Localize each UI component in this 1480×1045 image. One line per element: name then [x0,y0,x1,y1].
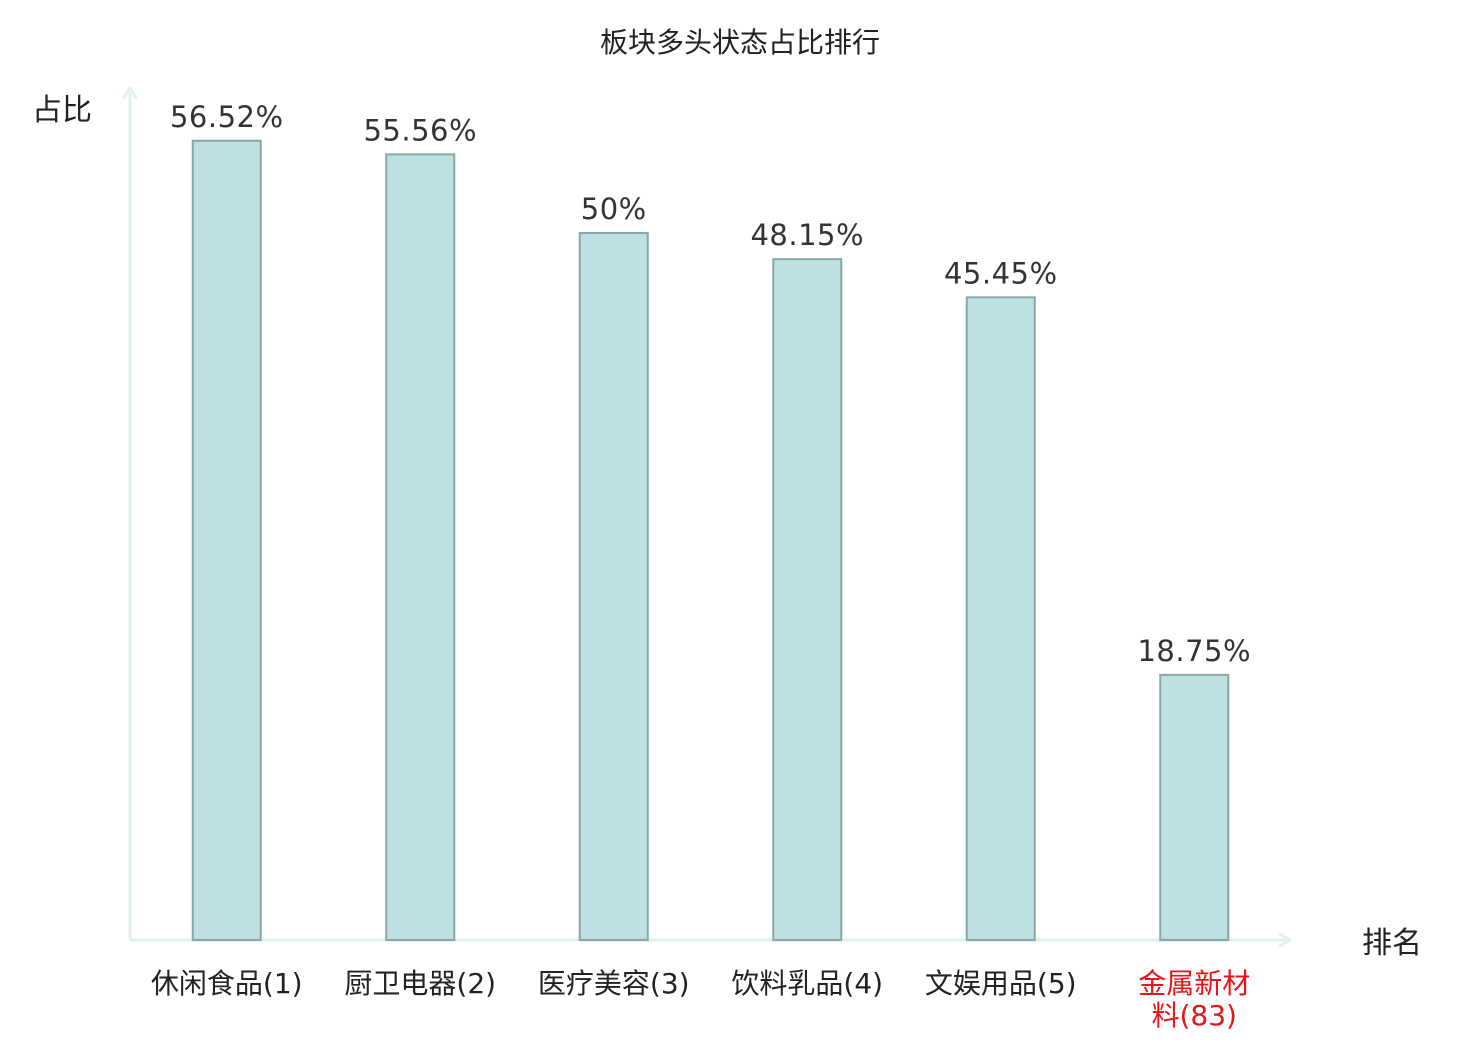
bar-6 [1159,673,1230,941]
category-label-line: 料(83) [1152,999,1237,1032]
value-label-3: 50% [581,192,647,226]
category-label-line: 厨卫电器(2) [344,967,496,1000]
bar-3 [578,232,649,941]
category-label-line: 文娱用品(5) [925,967,1077,1000]
category-label-line: 金属新材 [1138,967,1250,1000]
category-label-3: 医疗美容(3) [538,967,690,1000]
y-axis-label: 占比 [32,93,92,128]
value-label-1: 56.52% [170,100,284,134]
category-label-line: 休闲食品(1) [151,967,303,1000]
value-label-2: 55.56% [363,113,477,147]
bar-4 [772,258,843,941]
x-axis-label: 排名 [1362,926,1422,961]
category-labels: 休闲食品(1) 厨卫电器(2) 医疗美容(3) 饮料乳品(4) 文娱用品(5) 金属新材料… [151,967,1250,1032]
value-label-6: 18.75% [1137,634,1251,668]
chart-title: 板块多头状态占比排行 [600,26,880,59]
bar-5 [965,296,1036,942]
category-label-line: 饮料乳品(4) [731,967,883,1000]
category-label-6: 金属新材料(83) [1138,967,1250,1032]
category-label-4: 饮料乳品(4) [731,967,883,1000]
category-label-1: 休闲食品(1) [151,967,303,1000]
bar-2 [385,153,456,942]
value-label-5: 45.45% [944,256,1058,290]
category-label-2: 厨卫电器(2) [344,967,496,1000]
value-label-4: 48.15% [750,218,864,252]
bar-1 [191,139,262,942]
category-label-line: 医疗美容(3) [538,967,690,1000]
value-labels: 56.52% 55.56% 50% 48.15% 45.45% 18.75% [170,100,1251,668]
category-label-5: 文娱用品(5) [925,967,1077,1000]
bar-series [191,139,1230,942]
